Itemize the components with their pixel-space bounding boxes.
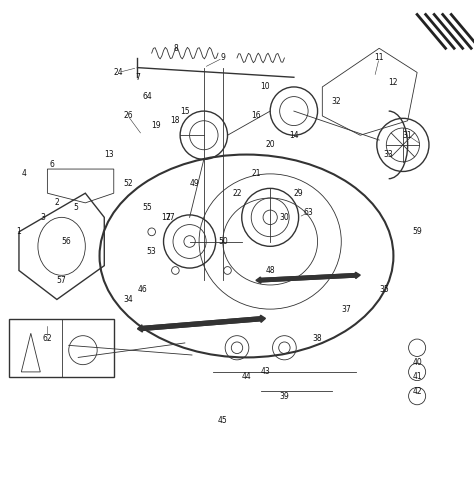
Text: 63: 63 <box>303 208 313 217</box>
Text: 34: 34 <box>123 295 133 304</box>
Text: 11: 11 <box>374 54 384 62</box>
Text: 42: 42 <box>412 387 422 396</box>
Text: 22: 22 <box>232 189 242 198</box>
Text: 44: 44 <box>242 372 251 381</box>
Text: 2: 2 <box>55 199 59 207</box>
Text: 41: 41 <box>412 372 422 381</box>
Text: 15: 15 <box>180 107 190 115</box>
FancyArrow shape <box>261 272 360 282</box>
Text: 48: 48 <box>265 266 275 275</box>
Text: 17: 17 <box>161 213 171 222</box>
Text: 33: 33 <box>384 150 393 159</box>
Text: 29: 29 <box>294 189 303 198</box>
Text: 49: 49 <box>190 179 199 188</box>
Text: 32: 32 <box>332 97 341 106</box>
Text: 46: 46 <box>137 285 147 294</box>
Text: 43: 43 <box>261 368 270 376</box>
Text: 5: 5 <box>73 203 78 212</box>
Text: 38: 38 <box>313 334 322 342</box>
Text: 64: 64 <box>142 92 152 101</box>
Text: 59: 59 <box>412 227 422 236</box>
Text: 13: 13 <box>104 150 114 159</box>
Text: 7: 7 <box>135 73 140 82</box>
Text: 19: 19 <box>152 121 161 130</box>
Text: 50: 50 <box>218 237 228 246</box>
Text: 21: 21 <box>251 170 261 178</box>
Text: 35: 35 <box>379 285 389 294</box>
Text: 27: 27 <box>166 213 175 222</box>
Text: 18: 18 <box>171 116 180 125</box>
Text: 1: 1 <box>17 227 21 236</box>
FancyArrow shape <box>137 317 261 332</box>
Text: 52: 52 <box>123 179 133 188</box>
Text: 12: 12 <box>389 78 398 86</box>
Text: 16: 16 <box>251 112 261 120</box>
Text: 45: 45 <box>218 416 228 425</box>
Text: 31: 31 <box>403 131 412 140</box>
Text: 6: 6 <box>50 160 55 169</box>
Text: 10: 10 <box>261 83 270 91</box>
Text: 37: 37 <box>341 305 351 313</box>
Text: 24: 24 <box>114 68 123 77</box>
Text: 9: 9 <box>220 54 225 62</box>
Text: 40: 40 <box>412 358 422 367</box>
Text: 39: 39 <box>280 392 289 400</box>
Text: 20: 20 <box>265 141 275 149</box>
Bar <box>9 319 114 377</box>
Text: 56: 56 <box>62 237 71 246</box>
Text: 62: 62 <box>43 334 52 342</box>
Text: 3: 3 <box>40 213 45 222</box>
Text: 53: 53 <box>147 247 156 256</box>
Text: 14: 14 <box>289 131 299 140</box>
Text: 57: 57 <box>57 276 66 284</box>
Text: 55: 55 <box>142 203 152 212</box>
Text: 30: 30 <box>280 213 289 222</box>
Text: 4: 4 <box>21 170 26 178</box>
FancyArrow shape <box>142 315 265 330</box>
Text: 8: 8 <box>173 44 178 53</box>
FancyArrow shape <box>256 274 356 283</box>
Text: 26: 26 <box>123 112 133 120</box>
